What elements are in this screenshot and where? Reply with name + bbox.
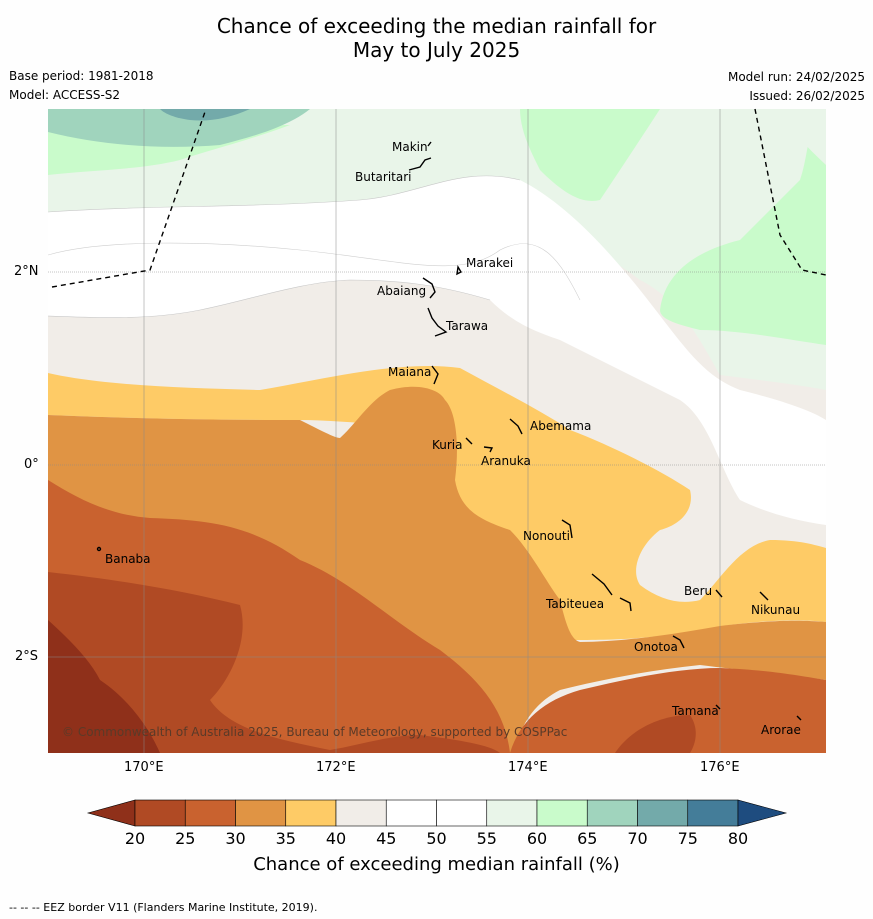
colorbar-tick-40: 40 [325, 829, 347, 848]
colorbar-label: Chance of exceeding median rainfall (%) [253, 854, 620, 875]
colorbar-swatch-20 [134, 799, 186, 827]
colorbar-tick-75: 75 [677, 829, 698, 848]
colorbar-over-arrow [737, 799, 788, 827]
colorbar-swatch-30 [235, 799, 287, 827]
colorbar-under-arrow [86, 799, 136, 827]
lon-label-176e: 176°E [700, 760, 740, 775]
lat-label-0: 0° [24, 457, 39, 472]
model-run-date: Model run: 24/02/2025 [727, 70, 865, 84]
lon-label-170e: 170°E [124, 760, 164, 775]
label-tabiteuea: Tabiteuea [545, 597, 604, 611]
label-kuria: Kuria [432, 438, 463, 452]
probability-contours [48, 109, 826, 753]
colorbar-swatch-25 [184, 799, 236, 827]
copyright-notice: © Commonwealth of Australia 2025, Bureau… [62, 725, 567, 739]
eez-border [51, 108, 827, 288]
contour-60-65-east [660, 109, 826, 345]
island-shapes [96, 141, 802, 721]
label-abemama: Abemama [530, 419, 591, 433]
colorbar-swatch-60 [536, 799, 588, 827]
label-tamana: Tamana [671, 704, 719, 718]
colorbar-swatch-70 [637, 799, 689, 827]
label-maiana: Maiana [388, 365, 431, 379]
label-butaritari: Butaritari [355, 170, 412, 184]
label-aranuka: Aranuka [481, 454, 531, 468]
colorbar-tick-80: 80 [727, 829, 749, 848]
colorbar-tick-55: 55 [476, 829, 497, 848]
colorbar-tick-60: 60 [526, 829, 548, 848]
colorbar-swatch-40 [335, 799, 387, 827]
chart-title-line2: May to July 2025 [352, 38, 521, 62]
colorbar-tick-35: 35 [275, 829, 296, 848]
contour-20-25 [48, 572, 500, 753]
label-banaba: Banaba [105, 552, 151, 566]
colorbar-swatch-75 [687, 799, 739, 827]
label-marakei: Marakei [466, 256, 513, 270]
graticule [48, 109, 826, 753]
eez-footnote: -- -- -- EEZ border V11 (Flanders Marine… [9, 901, 318, 914]
label-beru: Beru [684, 584, 712, 598]
colorbar-tick-25: 25 [175, 829, 196, 848]
model-name: Model: ACCESS-S2 [9, 88, 121, 102]
issued-date: Issued: 26/02/2025 [749, 89, 865, 103]
label-abaiang: Abaiang [377, 284, 426, 298]
island-labels: Makin Butaritari Marakei Abaiang Tarawa … [105, 140, 801, 737]
lon-label-174e: 174°E [508, 760, 548, 775]
contour-below-20 [48, 620, 160, 753]
colorbar-tick-30: 30 [225, 829, 246, 848]
label-makin: Makin [392, 140, 428, 154]
colorbar-tick-65: 65 [577, 829, 598, 848]
lon-label-172e: 172°E [316, 760, 356, 775]
colorbar-tick-45: 45 [376, 829, 397, 848]
lat-label-2n: 2°N [14, 264, 39, 279]
base-period: Base period: 1981-2018 [9, 69, 154, 83]
label-tarawa: Tarawa [445, 319, 488, 333]
colorbar-swatch-35 [285, 799, 337, 827]
colorbar-swatch-65 [586, 799, 638, 827]
label-onotoa: Onotoa [634, 640, 678, 654]
colorbar-tick-20: 20 [124, 829, 146, 848]
colorbar-tick-70: 70 [627, 829, 648, 848]
contour-65-70-west [48, 109, 310, 147]
label-nonouti: Nonouti [523, 529, 570, 543]
lat-label-2s: 2°S [15, 649, 39, 664]
contour-55-60 [48, 109, 826, 390]
colorbar-swatch-45 [385, 799, 437, 827]
colorbar-swatch-50 [436, 799, 488, 827]
colorbar [86, 799, 788, 827]
colorbar-tick-50: 50 [426, 829, 447, 848]
label-arorae: Arorae [761, 723, 801, 737]
contour-70-75-west [160, 109, 250, 121]
contour-45-55 [48, 175, 826, 525]
chart-title-line1: Chance of exceeding the median rainfall … [216, 14, 657, 38]
contour-35-40 [48, 366, 826, 640]
colorbar-swatch-55 [486, 799, 538, 827]
label-nikunau: Nikunau [751, 603, 800, 617]
